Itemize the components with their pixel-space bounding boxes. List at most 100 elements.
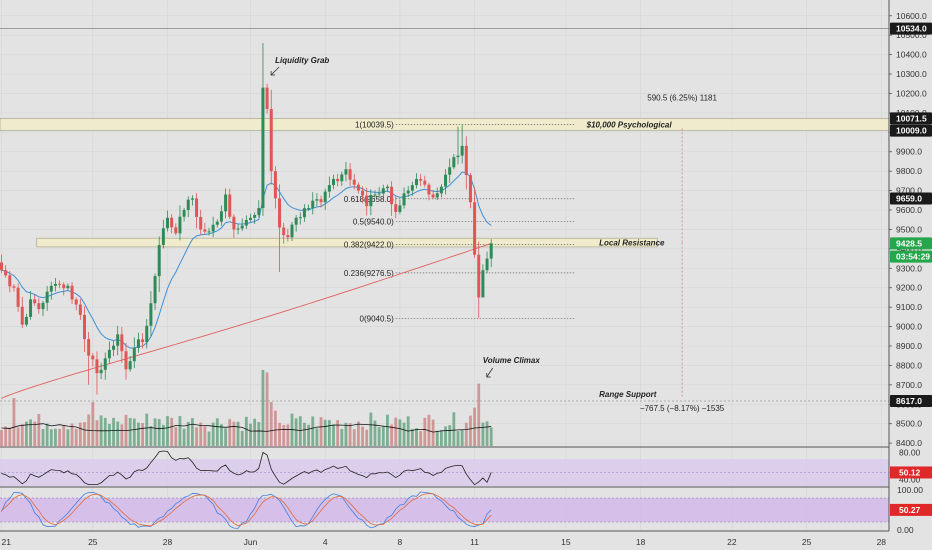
volume-bar <box>195 427 198 446</box>
price-tick-label: 9200.0 <box>896 283 922 293</box>
candle-body <box>95 359 99 374</box>
fib-level-label: 0(9040.5) <box>360 315 395 324</box>
candle-body <box>323 191 327 203</box>
volume-bar <box>116 421 120 446</box>
candle-body <box>136 339 140 348</box>
volume-bar <box>236 421 240 446</box>
candle-body <box>269 109 273 172</box>
volume-bar <box>261 370 265 446</box>
candle-body <box>203 229 207 232</box>
candle-body <box>423 180 427 185</box>
candle-body <box>178 216 182 234</box>
candle-body <box>186 199 190 211</box>
price-tick-label: 10300.0 <box>896 69 927 79</box>
candle-body <box>282 227 286 236</box>
volume-bar <box>477 383 481 446</box>
candle-body <box>356 184 360 191</box>
time-axis[interactable]: 21 25 28 Jun 4 8 11 15 18 22 25 28 <box>0 532 889 550</box>
candle-body <box>211 224 215 232</box>
candle-body <box>199 216 203 230</box>
price-tick-label: 9700.0 <box>896 186 922 196</box>
price-marker-label: 9428.5 <box>896 238 922 248</box>
volume-bar <box>149 426 153 446</box>
candle-body <box>348 169 352 180</box>
volume-bar <box>211 422 215 446</box>
volume-bar <box>444 426 447 446</box>
candle-body <box>58 283 62 285</box>
price-axis[interactable]: 10600.010500.010400.010300.010200.010100… <box>888 0 932 550</box>
price-marker-label: 10534.0 <box>896 24 927 34</box>
volume-bar <box>435 430 439 446</box>
volume-bar <box>12 398 16 446</box>
volume-bar <box>91 402 95 446</box>
volume-bar <box>145 413 149 446</box>
candle-body <box>70 285 74 300</box>
volume-bar <box>469 415 472 446</box>
candle-body <box>157 244 161 277</box>
volume-bar <box>427 414 431 446</box>
volume-bar <box>381 426 385 446</box>
volume-bar <box>357 421 360 446</box>
volume-bar <box>62 425 66 446</box>
candle-body <box>91 355 95 360</box>
price-tick-label: 9900.0 <box>896 147 922 157</box>
candle-body <box>410 185 414 191</box>
volume-bar <box>311 416 315 446</box>
candle-body <box>232 216 236 230</box>
candle-body <box>377 193 381 195</box>
range-support-label: Range Support <box>599 390 657 399</box>
volume-bar <box>74 428 78 446</box>
volume-bar <box>174 427 178 446</box>
time-tick-label: 8 <box>398 537 403 547</box>
volume-bar <box>132 418 136 446</box>
volume-bar <box>25 421 28 446</box>
candle-body <box>207 231 211 233</box>
volume-bar <box>203 426 207 446</box>
volume-bar <box>207 431 211 446</box>
volume-bar <box>274 410 277 446</box>
volume-bar <box>29 419 32 446</box>
candle-body <box>340 174 344 182</box>
candle-body <box>415 178 418 186</box>
candle-body <box>128 361 132 370</box>
volume-bar <box>78 422 82 446</box>
zone-local-resistance <box>36 237 658 248</box>
price-tick-label: 9800.0 <box>896 166 922 176</box>
candle-body <box>41 302 45 310</box>
candle-body <box>236 228 240 230</box>
volume-bar <box>394 417 398 446</box>
candle-body <box>419 178 423 181</box>
volume-climax-label: Volume Climax <box>483 356 541 365</box>
time-tick-label: 11 <box>470 537 479 547</box>
candle-body <box>174 227 178 234</box>
candle-body <box>99 369 103 374</box>
candle-body <box>406 190 410 194</box>
candle-body <box>253 214 257 218</box>
fib-level-label: 0.618(9658.0) <box>344 195 394 204</box>
rsi-line <box>1 450 492 486</box>
volume-bar <box>390 424 393 446</box>
price-marker-label: 9659.0 <box>896 194 922 204</box>
candle-body <box>190 198 194 200</box>
time-tick-label: 4 <box>323 537 328 547</box>
volume-bar <box>423 417 427 446</box>
volume-bar <box>464 422 468 446</box>
candle-body <box>273 171 277 199</box>
volume-bar <box>161 424 165 446</box>
volume-bar <box>398 419 402 446</box>
volume-bar <box>402 422 406 446</box>
candle-body <box>468 175 472 203</box>
candle-body <box>224 194 228 212</box>
rsi-tick-label: 80.00 <box>899 447 921 457</box>
volume-bar <box>377 427 381 446</box>
volume-bar <box>178 416 182 446</box>
candle-body <box>373 194 377 196</box>
volume-bar <box>440 430 443 446</box>
volume-bar <box>307 424 310 446</box>
candle-body <box>431 194 435 198</box>
volume-bars <box>0 370 493 446</box>
stoch-band <box>0 498 889 522</box>
candle-body <box>481 270 485 298</box>
